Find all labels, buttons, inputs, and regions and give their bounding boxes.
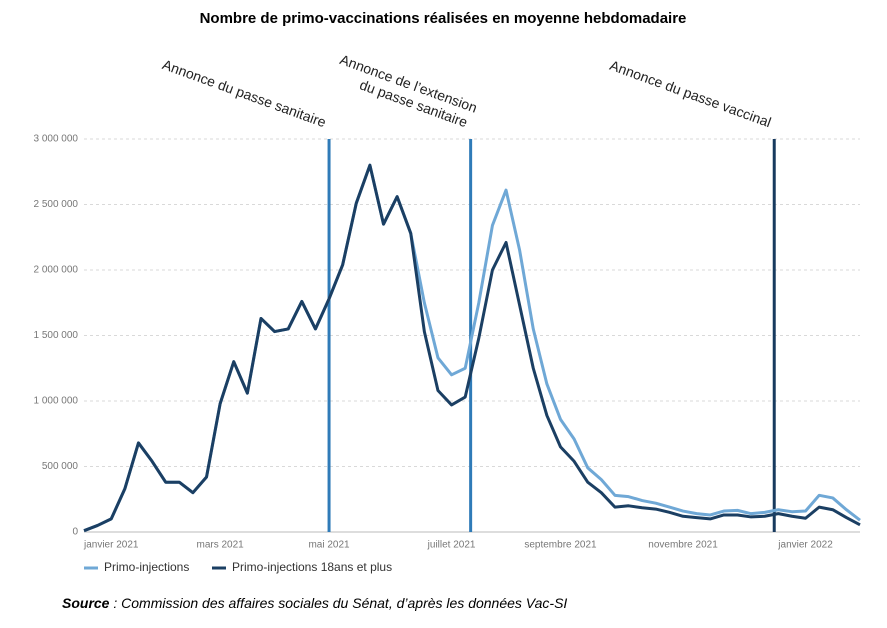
legend-label: Primo-injections 18ans et plus (232, 560, 392, 574)
y-tick-label: 1 000 000 (34, 396, 79, 407)
source: Source : Commission des affaires sociale… (62, 595, 567, 611)
y-tick-label: 500 000 (42, 461, 79, 472)
annotation-text: Annonce du passe sanitaire (160, 56, 328, 130)
y-tick-label: 3 000 000 (34, 134, 79, 145)
y-tick-label: 2 500 000 (34, 199, 79, 210)
annotation: Annonce du passe vaccinal (608, 57, 774, 130)
x-tick-label: mars 2021 (197, 540, 245, 551)
x-tick-label: juillet 2021 (427, 540, 476, 551)
legend-label: Primo-injections (104, 560, 189, 574)
series-line (83, 163, 861, 533)
annotation: Annonce du passe sanitaire (160, 56, 328, 130)
x-tick-label: novembre 2021 (648, 540, 718, 551)
y-tick-label: 0 (72, 527, 78, 538)
source-label: Source (62, 595, 110, 611)
x-tick-label: janvier 2022 (777, 540, 833, 551)
y-tick-label: 1 500 000 (34, 330, 79, 341)
x-tick-label: mai 2021 (308, 540, 350, 551)
source-text: : Commission des affaires sociales du Sé… (109, 595, 567, 611)
y-tick-label: 2 000 000 (34, 265, 79, 276)
x-tick-label: septembre 2021 (524, 540, 597, 551)
chart-title: Nombre de primo-vaccinations réalisées e… (200, 10, 687, 27)
x-tick-label: janvier 2021 (83, 540, 139, 551)
annotation-text: Annonce du passe vaccinal (608, 57, 774, 130)
